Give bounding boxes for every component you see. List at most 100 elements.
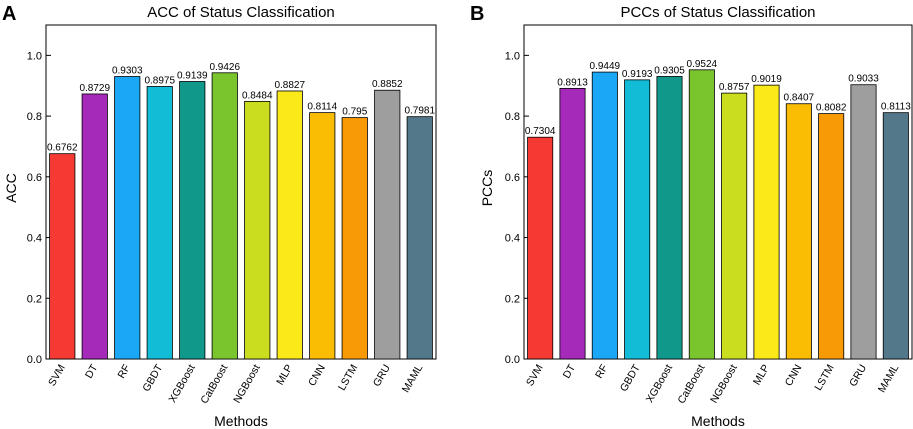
y-tick-label-acc: 0.6 <box>27 172 42 184</box>
y-tick-label-pccs: 0.2 <box>505 293 520 305</box>
bar-pccs-mlp <box>753 84 780 360</box>
bar-acc-gru <box>374 89 401 360</box>
x-tick-label-pccs-rf: RF <box>593 363 610 381</box>
x-tick-label-acc-lstm: LSTM <box>336 363 360 393</box>
bar-pccs-gru <box>850 84 877 360</box>
data-label-pccs-lstm: 0.8082 <box>816 103 847 114</box>
x-tick-label-pccs-ngboost: NGBoost <box>708 362 740 405</box>
plot-frame-pccs <box>523 24 913 360</box>
data-label-pccs-ngboost: 0.8757 <box>719 82 750 93</box>
bar-pccs-lstm <box>818 113 845 360</box>
bar-acc-cnn <box>309 112 336 360</box>
y-tick-label-acc: 0.0 <box>27 354 42 366</box>
data-label-pccs-cnn: 0.8407 <box>784 93 815 104</box>
y-tick-label-acc: 0.8 <box>27 111 42 123</box>
y-tick-label-pccs: 0.0 <box>505 354 520 366</box>
x-tick-label-acc-ngboost: NGBoost <box>231 362 263 405</box>
y-tick-label-acc: 0.4 <box>27 233 42 245</box>
x-tick-label-acc-mlp: MLP <box>274 363 295 388</box>
data-label-pccs-svm: 0.7304 <box>525 126 556 137</box>
data-label-acc-gbdt: 0.8975 <box>144 75 175 86</box>
y-axis-label-acc: ACC <box>3 173 19 203</box>
x-tick-label-acc-rf: RF <box>115 363 132 381</box>
bar-acc-mlp <box>276 90 303 360</box>
bar-acc-xgboost <box>179 81 206 360</box>
data-label-acc-xgboost: 0.9139 <box>177 71 208 82</box>
bar-pccs-rf <box>591 71 618 360</box>
bar-acc-lstm <box>341 117 368 360</box>
chart-title-pccs: PCCs of Status Classification <box>620 4 815 21</box>
x-tick-label-pccs-mlp: MLP <box>751 363 772 388</box>
x-tick-label-pccs-maml: MAML <box>876 362 902 394</box>
data-label-pccs-gru: 0.9033 <box>848 74 879 85</box>
x-tick-label-acc-cnn: CNN <box>306 363 328 389</box>
bar-acc-ngboost <box>244 100 271 360</box>
x-axis-label-pccs: Methods <box>691 413 745 429</box>
data-label-pccs-gbdt: 0.9193 <box>622 69 653 80</box>
x-tick-label-acc-gru: GRU <box>371 363 393 389</box>
data-label-pccs-xgboost: 0.9305 <box>654 65 685 76</box>
x-tick-label-pccs-dt: DT <box>561 362 579 381</box>
x-axis-label-acc: Methods <box>214 413 268 429</box>
data-label-acc-cnn: 0.8114 <box>307 102 337 113</box>
data-label-pccs-mlp: 0.9019 <box>751 74 782 85</box>
bar-pccs-xgboost <box>656 76 683 360</box>
x-tick-label-acc-catboost: CatBoost <box>198 362 230 405</box>
panel-letter-b: B <box>470 3 484 25</box>
x-tick-label-acc-xgboost: XGBoost <box>166 362 197 404</box>
bar-acc-gbdt <box>146 86 173 360</box>
y-tick-label-pccs: 0.6 <box>505 172 520 184</box>
y-tick-label-acc: 1.0 <box>27 50 42 62</box>
bar-acc-maml <box>406 116 433 360</box>
x-tick-label-pccs-gru: GRU <box>847 363 869 389</box>
x-tick-label-pccs-gbdt: GBDT <box>618 362 643 394</box>
x-tick-label-acc-maml: MAML <box>400 362 426 394</box>
data-label-acc-maml: 0.7981 <box>404 106 435 117</box>
y-ticks-pccs: 0.0 0.2 0.4 0.6 0.8 1.0 <box>505 50 529 366</box>
bar-pccs-svm <box>527 136 554 360</box>
data-label-acc-ngboost: 0.8484 <box>242 90 273 101</box>
data-label-acc-svm: 0.6762 <box>47 143 78 154</box>
bar-acc-dt <box>81 93 108 360</box>
y-tick-label-acc: 0.2 <box>27 293 42 305</box>
bar-pccs-gbdt <box>624 79 651 360</box>
bar-pccs-ngboost <box>721 92 748 360</box>
bar-acc-catboost <box>211 72 238 360</box>
x-tick-label-pccs-xgboost: XGBoost <box>644 362 675 404</box>
x-tick-label-pccs-svm: SVM <box>524 363 546 389</box>
bar-pccs-dt <box>559 87 586 360</box>
data-label-pccs-rf: 0.9449 <box>590 61 621 72</box>
panel-letter-a: A <box>2 3 16 25</box>
bar-acc-rf <box>114 76 141 360</box>
x-tick-label-pccs-cnn: CNN <box>783 363 805 389</box>
panel-pccs: B PCCs of Status Classification Methods … <box>470 3 913 429</box>
data-label-acc-mlp: 0.8827 <box>274 80 305 91</box>
x-tick-labels-pccs: SVM DT RF GBDT XGBoost CatBoost NGBoost MLP CNN L… <box>524 362 902 406</box>
x-tick-label-acc-gbdt: GBDT <box>140 362 165 394</box>
x-tick-label-acc-dt: DT <box>83 362 101 381</box>
x-tick-labels-acc: SVM DT RF GBDT XGBoost CatBoost NGBoost MLP CNN L… <box>46 362 425 406</box>
x-tick-label-pccs-lstm: LSTM <box>812 363 836 393</box>
y-tick-label-pccs: 1.0 <box>505 50 520 62</box>
bar-acc-svm <box>49 153 76 360</box>
data-label-acc-gru: 0.8852 <box>372 79 403 90</box>
y-tick-label-pccs: 0.4 <box>505 233 520 245</box>
bar-pccs-maml <box>882 112 909 360</box>
y-axis-label-pccs: PCCs <box>479 170 495 207</box>
x-tick-label-acc-svm: SVM <box>46 363 68 389</box>
x-tick-label-pccs-catboost: CatBoost <box>675 362 707 405</box>
y-ticks-acc: 0.0 0.2 0.4 0.6 0.8 1.0 <box>27 50 51 366</box>
y-tick-label-pccs: 0.8 <box>505 111 520 123</box>
plot-frame-acc <box>45 24 437 360</box>
data-label-acc-rf: 0.9303 <box>112 66 143 77</box>
data-label-acc-catboost: 0.9426 <box>209 62 240 73</box>
data-label-acc-dt: 0.8729 <box>79 83 110 94</box>
data-label-acc-lstm: 0.795 <box>342 107 367 118</box>
chart-title-acc: ACC of Status Classification <box>147 4 335 21</box>
data-label-pccs-maml: 0.8113 <box>881 102 911 113</box>
bar-pccs-cnn <box>785 103 812 360</box>
